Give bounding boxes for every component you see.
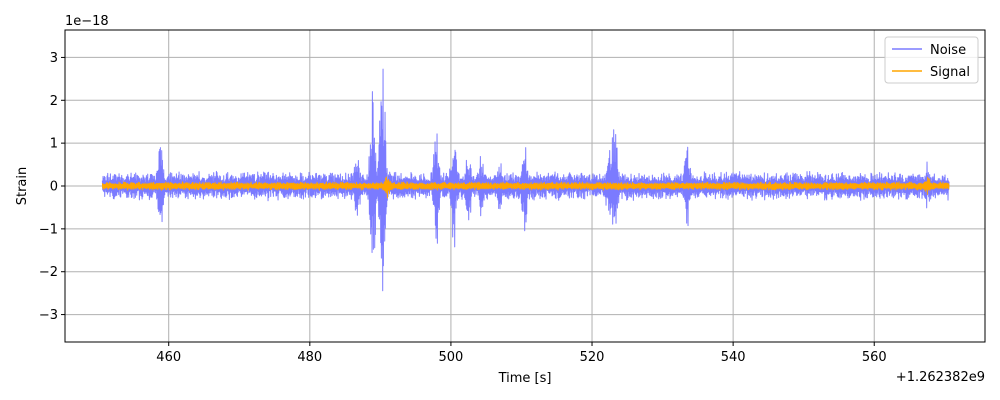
legend-signal-label: Signal [930,65,970,80]
legend-noise-label: Noise [930,43,966,58]
series-signal-line [101,176,950,199]
y-tick-label: −3 [39,308,58,323]
y-scale-label: 1e−18 [65,14,109,29]
y-tick-label: −1 [39,222,58,237]
x-axis-label: Time [s] [498,371,552,386]
x-tick-label: 500 [439,350,464,365]
y-tick-label: 1 [50,137,58,152]
legend: Noise Signal [884,36,979,84]
x-offset-label: +1.262382e9 [896,370,985,385]
x-tick-label: 540 [721,350,746,365]
y-axis-label: Strain [15,167,30,206]
x-axis-ticks: 460 480 500 520 540 560 [156,342,887,365]
y-tick-label: −2 [39,265,58,280]
x-tick-label: 560 [862,350,887,365]
x-tick-label: 480 [297,350,322,365]
y-axis-ticks: −3 −2 −1 0 1 2 3 [39,51,65,323]
x-tick-label: 460 [156,350,181,365]
x-tick-label: 520 [580,350,605,365]
series-noise-line [101,68,950,292]
y-tick-label: 3 [50,51,58,66]
series-layer [101,68,950,292]
y-tick-label: 2 [50,94,58,109]
y-tick-label: 0 [50,180,58,195]
